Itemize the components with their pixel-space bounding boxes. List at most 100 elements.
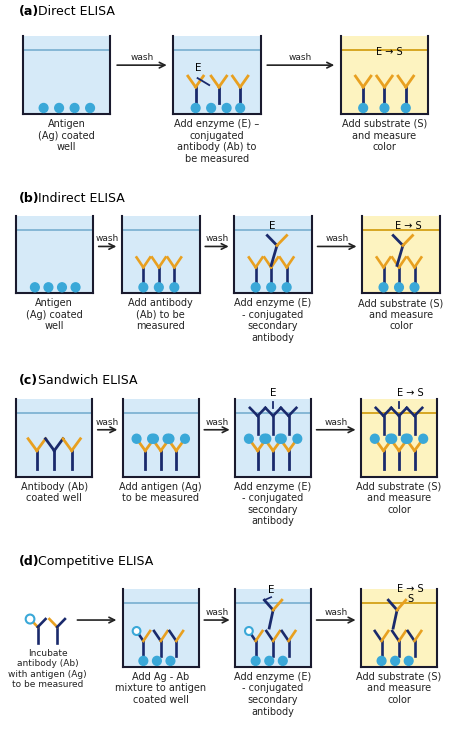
Bar <box>173 36 261 114</box>
Text: Indirect ELISA: Indirect ELISA <box>35 192 125 205</box>
Bar <box>362 216 440 294</box>
Text: E: E <box>270 388 276 398</box>
Text: Add enzyme (E)
- conjugated
secondary
antibody: Add enzyme (E) - conjugated secondary an… <box>235 672 312 716</box>
Circle shape <box>265 656 273 665</box>
Bar <box>236 399 311 476</box>
Circle shape <box>403 435 412 443</box>
Text: E → S: E → S <box>395 220 422 230</box>
Circle shape <box>275 435 284 443</box>
Circle shape <box>132 435 141 443</box>
Text: wash: wash <box>96 234 119 244</box>
Bar <box>361 399 437 476</box>
Text: wash: wash <box>289 53 312 62</box>
Bar <box>123 399 199 476</box>
Bar <box>23 36 110 114</box>
Circle shape <box>148 435 156 443</box>
Circle shape <box>166 656 175 665</box>
Text: wash: wash <box>130 53 154 62</box>
Circle shape <box>359 103 367 112</box>
Circle shape <box>55 103 64 112</box>
Text: E: E <box>269 220 275 230</box>
Circle shape <box>262 435 271 443</box>
Circle shape <box>404 656 413 665</box>
Text: Competitive ELISA: Competitive ELISA <box>35 556 154 568</box>
Text: Antibody (Ab)
coated well: Antibody (Ab) coated well <box>21 482 88 504</box>
Text: Antigen
(Ag) coated
well: Antigen (Ag) coated well <box>38 119 95 152</box>
Text: wash: wash <box>324 418 348 426</box>
Bar <box>16 216 93 294</box>
Circle shape <box>150 435 158 443</box>
Circle shape <box>419 435 428 443</box>
Circle shape <box>380 103 389 112</box>
Text: S: S <box>408 594 414 604</box>
Circle shape <box>70 103 79 112</box>
Text: E → S: E → S <box>376 47 402 57</box>
Circle shape <box>245 435 253 443</box>
Circle shape <box>245 627 253 635</box>
Circle shape <box>386 435 395 443</box>
Text: wash: wash <box>324 608 348 617</box>
Text: Add substrate (S)
and measure
color: Add substrate (S) and measure color <box>356 672 442 705</box>
Circle shape <box>251 283 260 292</box>
Text: Add antigen (Ag)
to be measured: Add antigen (Ag) to be measured <box>119 482 202 504</box>
Circle shape <box>395 283 403 292</box>
Circle shape <box>401 103 410 112</box>
Text: wash: wash <box>96 418 119 426</box>
Circle shape <box>155 283 163 292</box>
Circle shape <box>277 435 286 443</box>
Circle shape <box>86 103 94 112</box>
Circle shape <box>388 435 397 443</box>
Circle shape <box>391 656 400 665</box>
Circle shape <box>181 435 189 443</box>
Text: (d): (d) <box>18 556 39 568</box>
Text: wash: wash <box>205 418 228 426</box>
Circle shape <box>139 656 148 665</box>
Text: E: E <box>268 585 274 595</box>
Text: Antigen
(Ag) coated
well: Antigen (Ag) coated well <box>26 298 82 332</box>
Text: wash: wash <box>205 234 228 244</box>
Bar <box>123 589 199 667</box>
Bar <box>122 216 200 294</box>
Circle shape <box>371 435 379 443</box>
Text: E: E <box>195 63 202 73</box>
Circle shape <box>267 283 275 292</box>
Circle shape <box>377 656 386 665</box>
Text: Add enzyme (E)
- conjugated
secondary
antibody: Add enzyme (E) - conjugated secondary an… <box>235 298 312 343</box>
Circle shape <box>293 435 301 443</box>
Text: (a): (a) <box>18 5 39 18</box>
Circle shape <box>222 103 231 112</box>
Text: E → S: E → S <box>397 584 424 594</box>
Circle shape <box>153 656 161 665</box>
Circle shape <box>236 103 245 112</box>
Circle shape <box>191 103 200 112</box>
Text: (b): (b) <box>18 192 39 205</box>
Circle shape <box>163 435 172 443</box>
Circle shape <box>26 614 35 623</box>
Circle shape <box>278 656 287 665</box>
Circle shape <box>139 283 148 292</box>
Bar <box>341 36 428 114</box>
Circle shape <box>39 103 48 112</box>
Text: Add substrate (S)
and measure
color: Add substrate (S) and measure color <box>342 119 427 152</box>
Text: Add enzyme (E)
- conjugated
secondary
antibody: Add enzyme (E) - conjugated secondary an… <box>235 482 312 526</box>
Circle shape <box>401 435 410 443</box>
Circle shape <box>30 283 39 292</box>
Text: Incubate
antibody (Ab)
with antigen (Ag)
to be measured: Incubate antibody (Ab) with antigen (Ag)… <box>8 649 87 689</box>
Circle shape <box>165 435 174 443</box>
Text: Add substrate (S)
and measure
color: Add substrate (S) and measure color <box>358 298 444 332</box>
Bar <box>236 589 311 667</box>
Circle shape <box>71 283 80 292</box>
Circle shape <box>44 283 53 292</box>
Circle shape <box>133 627 140 635</box>
Circle shape <box>283 283 291 292</box>
Circle shape <box>207 103 216 112</box>
Bar <box>17 399 92 476</box>
Circle shape <box>410 283 419 292</box>
Bar <box>361 589 437 667</box>
Text: wash: wash <box>205 608 228 617</box>
Text: wash: wash <box>326 234 349 244</box>
Circle shape <box>260 435 269 443</box>
Text: E → S: E → S <box>397 388 424 398</box>
Bar <box>234 216 312 294</box>
Circle shape <box>58 283 66 292</box>
